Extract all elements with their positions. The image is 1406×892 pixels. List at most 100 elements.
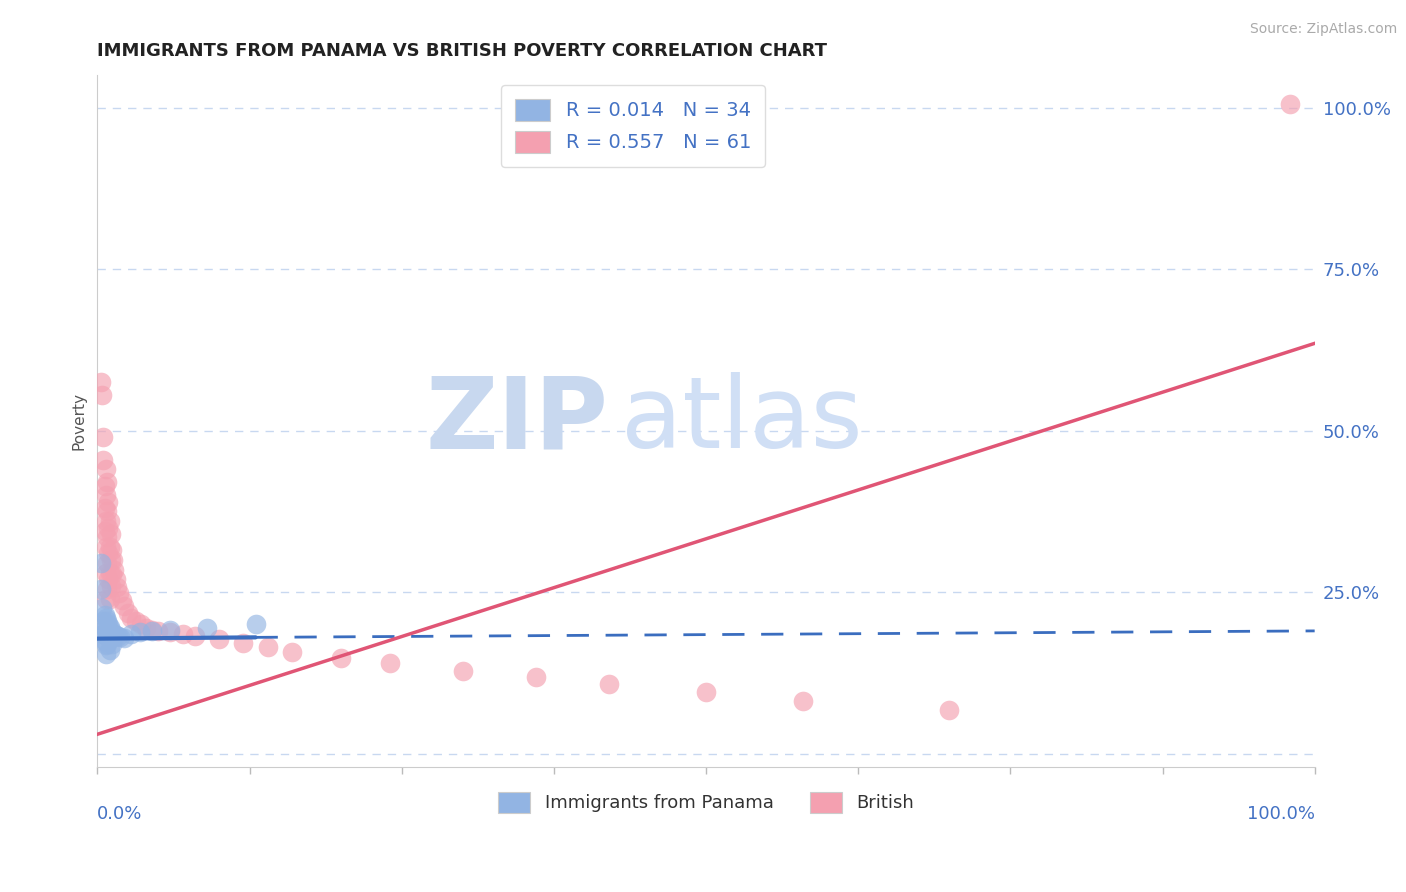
Y-axis label: Poverty: Poverty [72,392,86,450]
Point [108,586,131,600]
Point [329,651,352,665]
Point [97,520,120,534]
Point [103,627,125,641]
Point [96,475,118,490]
Point [93,621,115,635]
Point [97,572,120,586]
Point [111,593,134,607]
Point [117,606,139,620]
Point [120,611,142,625]
Point [1279,97,1302,112]
Point [107,629,129,643]
Point [104,572,127,586]
Point [96,556,118,570]
Text: Source: ZipAtlas.com: Source: ZipAtlas.com [1250,22,1398,37]
Point [98,643,121,657]
Point [94,566,117,580]
Point [98,566,121,580]
Point [451,664,474,678]
Point [110,631,132,645]
Point [101,637,124,651]
Point [93,452,115,467]
Text: IMMIGRANTS FROM PANAMA VS BRITISH POVERTY CORRELATION CHART: IMMIGRANTS FROM PANAMA VS BRITISH POVERT… [97,42,827,60]
Point [938,703,960,717]
Point [98,591,121,606]
Point [96,614,118,628]
Point [93,627,115,641]
Point [93,614,115,628]
Point [256,640,278,654]
Point [135,621,157,635]
Point [93,430,115,444]
Legend: Immigrants from Panama, British: Immigrants from Panama, British [491,784,921,820]
Point [125,614,148,628]
Point [98,632,121,646]
Point [94,462,117,476]
Point [232,635,254,649]
Point [97,546,120,560]
Point [695,685,717,699]
Point [98,620,121,634]
Point [91,388,114,402]
Point [94,638,117,652]
Point [94,488,117,502]
Point [100,527,122,541]
Point [93,633,115,648]
Point [97,494,120,508]
Point [101,567,124,582]
Point [90,375,112,389]
Text: 100.0%: 100.0% [1247,805,1315,823]
Point [93,501,115,516]
Point [94,514,117,528]
Point [98,540,121,554]
Point [245,617,267,632]
Point [96,637,118,651]
Point [90,556,112,570]
Text: ZIP: ZIP [426,372,609,469]
Point [90,582,112,596]
Text: 0.0%: 0.0% [97,805,143,823]
Point [281,644,304,658]
Point [96,530,118,544]
Point [129,625,152,640]
Point [129,617,152,632]
Point [94,540,117,554]
Point [101,553,124,567]
Point [97,617,120,632]
Point [101,627,124,641]
Point [94,647,117,661]
Point [524,670,547,684]
Point [112,599,135,614]
Point [159,623,181,637]
Point [105,580,128,594]
Point [104,628,127,642]
Point [93,607,115,622]
Point [91,601,114,615]
Point [98,514,121,528]
Point [159,625,181,640]
Point [598,677,620,691]
Point [195,621,218,635]
Point [792,694,814,708]
Point [96,504,118,518]
Point [103,562,125,576]
Point [96,625,118,640]
Point [208,632,231,646]
Point [93,524,115,538]
Point [141,623,163,637]
Point [112,631,135,645]
Point [172,627,194,641]
Point [94,624,117,638]
Point [184,629,207,643]
Point [148,624,170,638]
Point [141,624,163,638]
Point [94,611,117,625]
Point [94,591,117,606]
Point [120,627,142,641]
Point [100,579,122,593]
Point [100,553,122,567]
Point [378,657,401,671]
Point [93,478,115,492]
Text: atlas: atlas [621,372,862,469]
Point [100,623,122,637]
